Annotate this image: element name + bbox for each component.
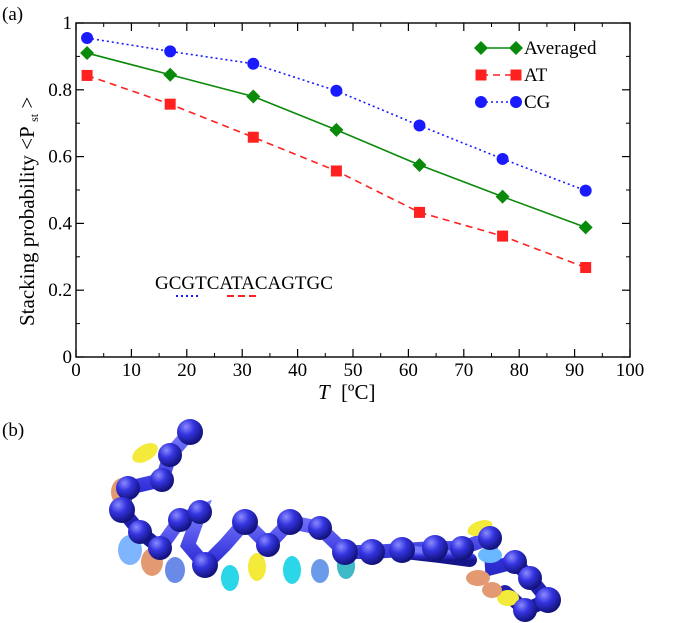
y-tick-label: 1	[63, 13, 73, 34]
data-point-at	[413, 206, 425, 218]
legend-label-averaged: Averaged	[524, 38, 597, 59]
data-point-averaged	[495, 189, 510, 204]
x-tick-label: 0	[71, 360, 81, 381]
data-point-at	[330, 165, 342, 177]
legend-marker-at	[475, 69, 487, 81]
data-point-averaged	[163, 67, 178, 82]
data-point-averaged	[412, 157, 427, 172]
y-axis-title-end: >	[15, 97, 39, 109]
data-point-cg	[496, 152, 509, 165]
axis-tick-labels: 0 10 20 30 40 50 60 70 80 90 100 0 0.2 0.4 0.6 0.8 1	[48, 13, 644, 381]
y-tick-label: 0	[63, 347, 73, 368]
panel-a-label: (a)	[2, 4, 23, 25]
data-point-cg	[413, 119, 426, 132]
y-axis-title-sub: st	[27, 113, 41, 122]
data-point-cg	[164, 45, 177, 58]
x-axis-title-unit: [ºC]	[341, 380, 376, 404]
x-tick-label: 90	[565, 360, 584, 381]
x-tick-label: 80	[510, 360, 529, 381]
data-point-cg	[579, 184, 592, 197]
x-tick-label: 40	[288, 360, 307, 381]
legend-marker-at	[510, 69, 522, 81]
data-point-averaged	[329, 122, 344, 137]
x-tick-label: 100	[616, 360, 645, 381]
y-axis-title: Stacking probability <P st >	[15, 97, 43, 326]
data-point-at	[247, 131, 259, 143]
data-point-averaged	[578, 220, 593, 235]
data-point-at	[497, 230, 509, 242]
legend-label-at: AT	[524, 65, 548, 86]
legend-marker-averaged	[474, 41, 488, 55]
y-tick-label: 0.8	[48, 80, 72, 101]
y-tick-label: 0.6	[48, 147, 72, 168]
legend-marker-cg	[475, 96, 487, 108]
x-tick-label: 30	[233, 360, 252, 381]
x-axis-title-main: T	[318, 380, 331, 404]
series-markers	[80, 32, 593, 273]
data-point-at	[81, 69, 93, 81]
data-point-at	[164, 98, 176, 110]
x-tick-label: 50	[344, 360, 363, 381]
legend: Averaged AT CG	[474, 38, 597, 113]
y-axis-title-main: Stacking probability <P	[15, 127, 39, 326]
x-tick-label: 70	[454, 360, 473, 381]
y-tick-label: 0.2	[48, 280, 72, 301]
sequence-annotation: GCGTCATACAGTGC	[155, 273, 333, 294]
legend-marker-averaged	[509, 41, 523, 55]
x-tick-label: 60	[399, 360, 418, 381]
x-axis-title: T [ºC]	[318, 380, 375, 404]
data-point-cg	[247, 57, 260, 70]
panel-b-label: (b)	[2, 420, 24, 441]
axis-ticks	[75, 22, 631, 358]
legend-label-cg: CG	[524, 92, 551, 113]
dna-structure-image	[109, 419, 561, 622]
data-point-averaged	[246, 89, 261, 104]
x-tick-label: 20	[177, 360, 196, 381]
data-point-at	[580, 261, 592, 273]
data-point-cg	[330, 84, 343, 97]
y-tick-label: 0.4	[48, 213, 72, 234]
data-point-averaged	[80, 46, 95, 61]
x-tick-label: 10	[122, 360, 141, 381]
data-point-cg	[81, 32, 94, 45]
legend-marker-cg	[510, 96, 522, 108]
